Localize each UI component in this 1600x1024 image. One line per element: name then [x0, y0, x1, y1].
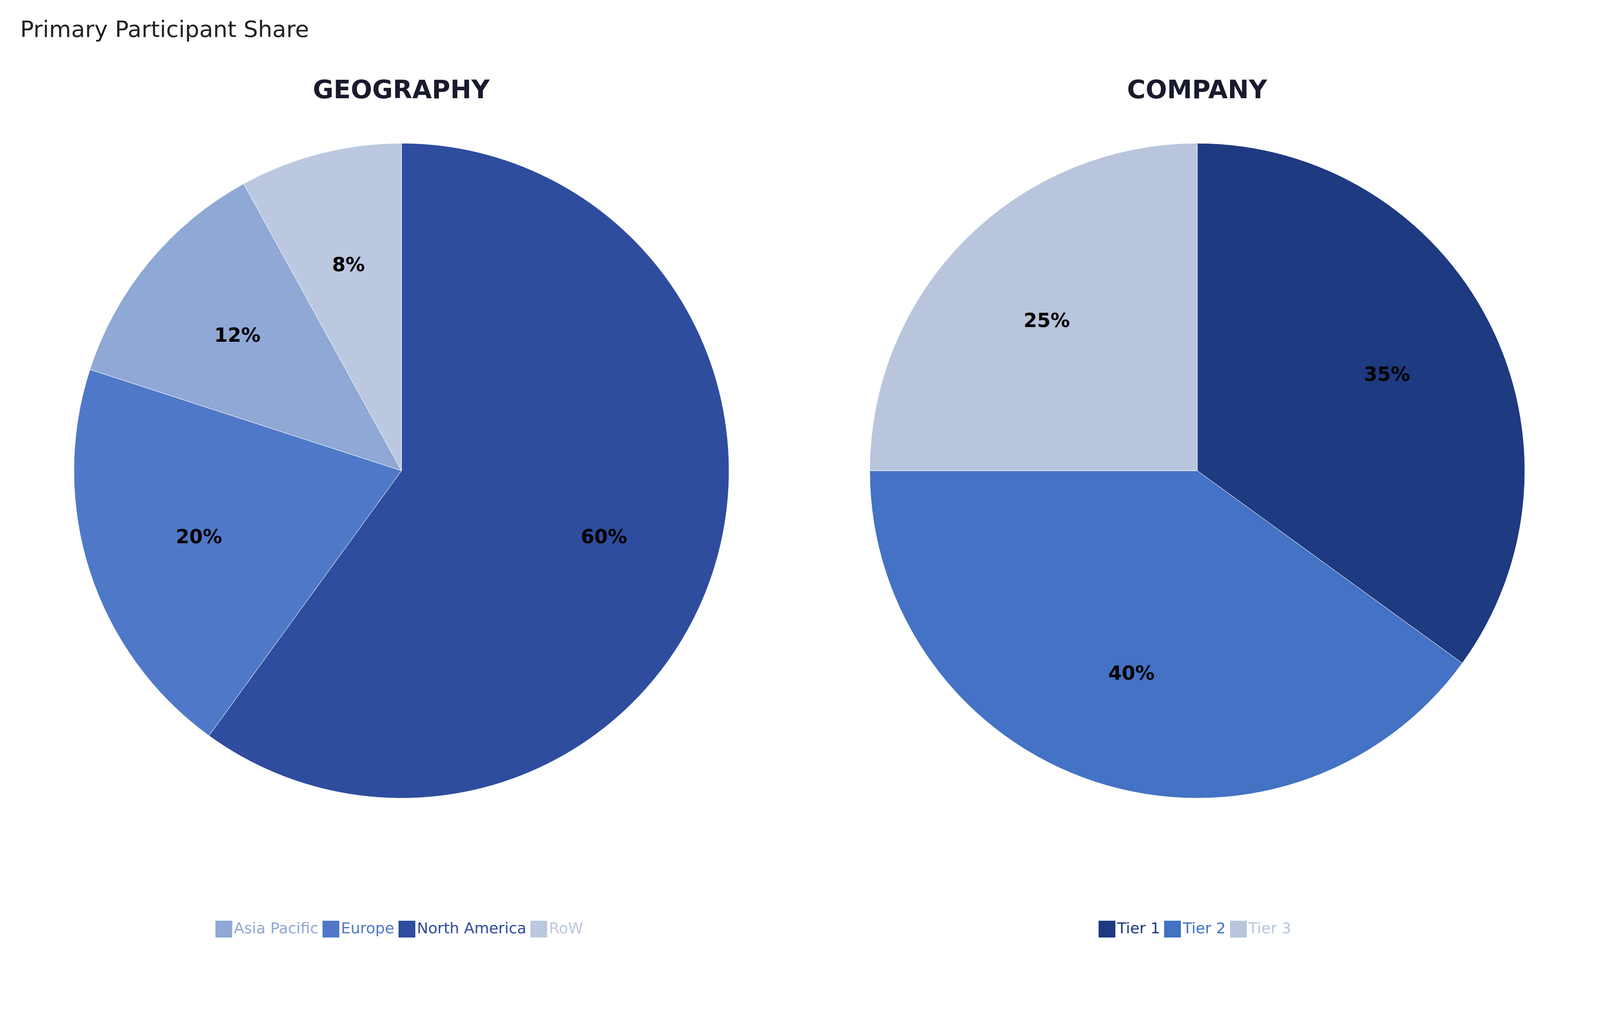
html-text:Tier 2: Tier 2 — [1182, 919, 1226, 937]
svg-text:8%: 8% — [331, 253, 365, 276]
svg-text:12%: 12% — [214, 323, 261, 347]
svg-text:35%: 35% — [1363, 362, 1410, 386]
html-text:Tier 3: Tier 3 — [1248, 919, 1292, 937]
html-text:Europe: Europe — [340, 919, 395, 937]
svg-text:40%: 40% — [1108, 661, 1155, 685]
svg-text:20%: 20% — [175, 525, 222, 549]
html-text:Tier 1: Tier 1 — [1117, 919, 1161, 937]
svg-text:25%: 25% — [1023, 309, 1070, 332]
html-text:North America: North America — [416, 919, 527, 937]
html-text:Asia Pacific: Asia Pacific — [233, 919, 319, 937]
html-text:RoW: RoW — [548, 919, 584, 937]
html-text:Primary Participant Share: Primary Participant Share — [20, 15, 310, 43]
html-text:COMPANY: COMPANY — [1127, 74, 1268, 105]
html-text:GEOGRAPHY: GEOGRAPHY — [312, 74, 490, 105]
svg-text:60%: 60% — [580, 525, 627, 549]
